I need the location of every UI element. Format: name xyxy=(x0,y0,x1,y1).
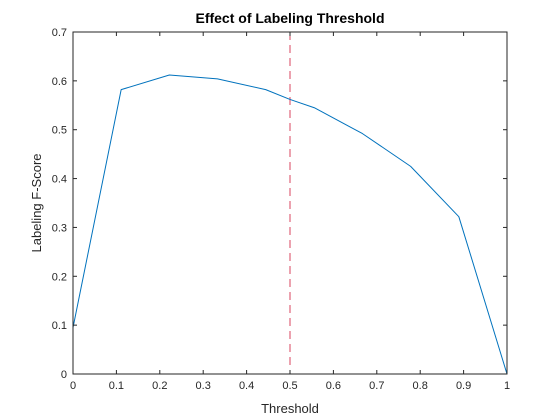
y-tick-label: 0.1 xyxy=(52,320,67,332)
x-tick-group: 0 0.1 0.2 0.3 0.4 0.5 0.6 0.7 0.8 0.9 1 xyxy=(70,32,510,392)
x-axis-label: Threshold xyxy=(261,401,319,416)
x-tick-label: 0.4 xyxy=(239,380,254,392)
y-tick-label: 0.7 xyxy=(52,27,67,39)
x-tick-label: 1 xyxy=(504,380,510,392)
x-tick-label: 0.8 xyxy=(413,380,428,392)
series-line-0 xyxy=(72,74,508,375)
x-tick-label: 0 xyxy=(70,380,76,392)
y-tick-group: 0 0.1 0.2 0.3 0.4 0.5 0.6 0.7 xyxy=(52,27,507,381)
y-tick-label: 0.4 xyxy=(52,174,67,186)
x-tick-label: 0.7 xyxy=(369,380,384,392)
y-tick-label: 0.3 xyxy=(52,222,67,234)
x-tick-label: 0.9 xyxy=(456,380,471,392)
x-tick-label: 0.3 xyxy=(196,380,211,392)
y-tick-label: 0.6 xyxy=(52,76,67,88)
x-tick-label: 0.6 xyxy=(326,380,341,392)
x-tick-label: 0.5 xyxy=(282,380,297,392)
x-tick-label: 0.1 xyxy=(109,380,124,392)
y-tick-label: 0 xyxy=(61,369,67,381)
y-tick-label: 0.5 xyxy=(52,125,67,137)
y-tick-label: 0.2 xyxy=(52,271,67,283)
y-axis-label: Labeling F-Score xyxy=(29,154,44,253)
x-tick-label: 0.2 xyxy=(152,380,167,392)
chart-title: Effect of Labeling Threshold xyxy=(195,10,384,26)
series-group xyxy=(72,74,508,375)
